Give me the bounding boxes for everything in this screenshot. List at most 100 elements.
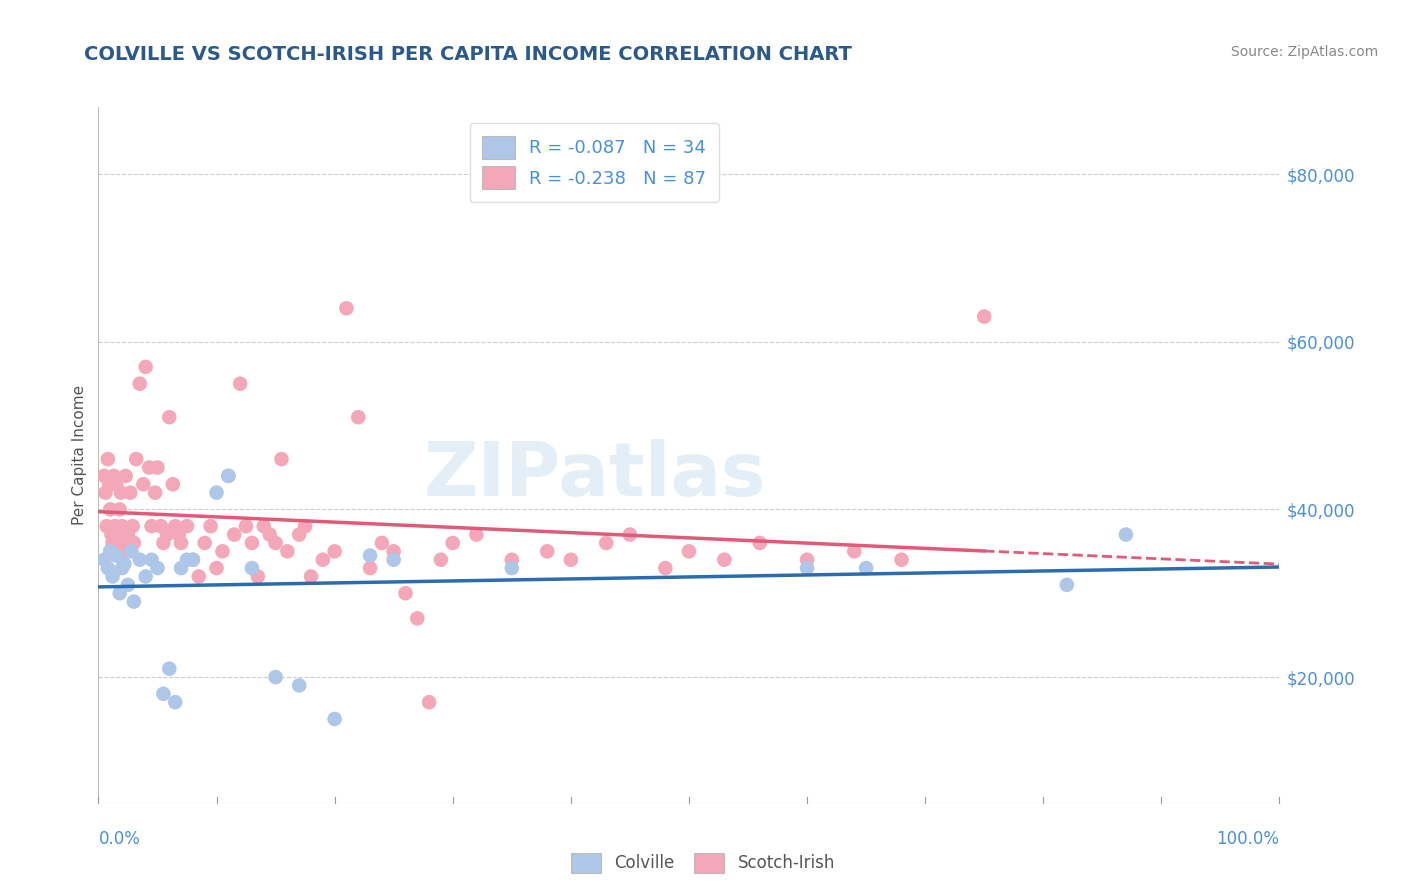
Point — [181, 552, 204, 566]
Point — [135, 359, 157, 374]
Point — [288, 678, 311, 692]
Point — [890, 552, 912, 566]
Point — [240, 561, 263, 575]
Point — [246, 569, 269, 583]
Point — [93, 468, 115, 483]
Point — [1056, 578, 1078, 592]
Point — [117, 527, 139, 541]
Point — [359, 549, 381, 563]
Point — [276, 544, 298, 558]
Point — [132, 477, 155, 491]
Point — [94, 485, 117, 500]
Point — [796, 552, 818, 566]
Point — [152, 536, 174, 550]
Point — [181, 552, 204, 566]
Point — [253, 519, 276, 533]
Point — [259, 527, 281, 541]
Point — [194, 536, 217, 550]
Point — [211, 544, 233, 558]
Point — [441, 536, 464, 550]
Point — [335, 301, 357, 316]
Point — [294, 519, 316, 533]
Point — [288, 527, 311, 541]
Point — [97, 561, 120, 575]
Point — [501, 561, 523, 575]
Point — [103, 468, 125, 483]
Point — [157, 662, 180, 676]
Point — [128, 552, 150, 566]
Point — [93, 552, 115, 566]
Point — [104, 519, 127, 533]
Point — [394, 586, 416, 600]
Point — [205, 485, 228, 500]
Point — [98, 477, 121, 491]
Point — [217, 468, 239, 483]
Point — [167, 527, 190, 541]
Point — [224, 527, 246, 541]
Y-axis label: Per Capita Income: Per Capita Income — [72, 384, 87, 525]
Point — [111, 561, 134, 575]
Point — [312, 552, 335, 566]
Point — [796, 561, 818, 575]
Point — [98, 502, 121, 516]
Point — [382, 552, 405, 566]
Point — [619, 527, 641, 541]
Point — [229, 376, 252, 391]
Point — [110, 485, 132, 500]
Point — [105, 477, 128, 491]
Point — [141, 552, 163, 566]
Point — [121, 519, 143, 533]
Point — [170, 561, 193, 575]
Point — [122, 594, 145, 608]
Point — [98, 544, 121, 558]
Point — [105, 527, 128, 541]
Point — [138, 460, 160, 475]
Point — [157, 410, 180, 425]
Point — [1115, 527, 1137, 541]
Point — [128, 376, 150, 391]
Point — [112, 544, 135, 558]
Point — [117, 578, 139, 592]
Legend: R = -0.087   N = 34, R = -0.238   N = 87: R = -0.087 N = 34, R = -0.238 N = 87 — [470, 123, 718, 202]
Point — [176, 519, 198, 533]
Point — [371, 536, 394, 550]
Point — [595, 536, 617, 550]
Point — [108, 502, 131, 516]
Point — [299, 569, 322, 583]
Point — [165, 519, 187, 533]
Point — [359, 561, 381, 575]
Point — [270, 452, 292, 467]
Point — [121, 544, 143, 558]
Point — [323, 712, 346, 726]
Text: COLVILLE VS SCOTCH-IRISH PER CAPITA INCOME CORRELATION CHART: COLVILLE VS SCOTCH-IRISH PER CAPITA INCO… — [84, 45, 852, 63]
Point — [150, 519, 173, 533]
Point — [654, 561, 676, 575]
Point — [120, 485, 142, 500]
Text: 100.0%: 100.0% — [1216, 830, 1279, 847]
Point — [323, 544, 346, 558]
Point — [170, 536, 193, 550]
Point — [143, 485, 166, 500]
Point — [240, 536, 263, 550]
Point — [430, 552, 453, 566]
Point — [465, 527, 488, 541]
Point — [382, 544, 405, 558]
Point — [200, 519, 222, 533]
Point — [678, 544, 700, 558]
Point — [264, 536, 287, 550]
Point — [96, 519, 118, 533]
Point — [536, 544, 558, 558]
Point — [107, 536, 129, 550]
Point — [98, 544, 121, 558]
Point — [100, 527, 122, 541]
Text: Source: ZipAtlas.com: Source: ZipAtlas.com — [1230, 45, 1378, 59]
Point — [205, 561, 228, 575]
Text: ZIPatlas: ZIPatlas — [423, 439, 766, 512]
Point — [105, 549, 128, 563]
Point — [135, 569, 157, 583]
Point — [501, 552, 523, 566]
Point — [748, 536, 770, 550]
Point — [347, 410, 370, 425]
Point — [406, 611, 429, 625]
Point — [101, 536, 124, 550]
